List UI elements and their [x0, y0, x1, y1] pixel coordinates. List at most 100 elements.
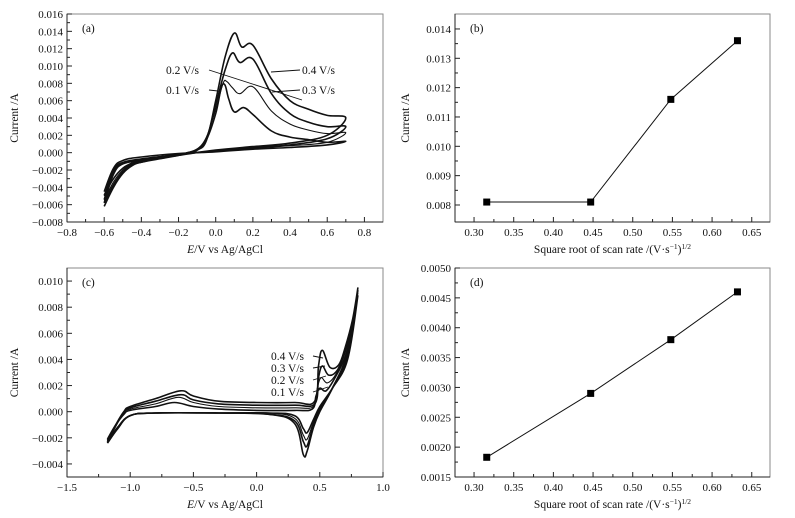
panel-b-data-point [667, 95, 675, 103]
panel-c-y-tick-label: 0.000 [38, 407, 63, 419]
panel-c-annotation-label: 0.2 V/s [271, 375, 305, 387]
panel-c-y-tick-label: 0.004 [38, 354, 63, 366]
panel-d-data-point [667, 336, 675, 344]
panel-c-cv-curve-0p4vs [106, 287, 359, 458]
panel-d-ticks: 0.30 0.35 0.40 0.45 0.50 0.55 0.60 0.65 0.0015 0.… [421, 263, 770, 494]
panel-c-annotation-label: 0.3 V/s [271, 363, 305, 375]
panel-d-x-tick-label: 0.50 [623, 482, 643, 494]
panel-d-y-axis-title: Current /A [400, 347, 412, 397]
panel-a-x-tick-label: 0.8 [358, 227, 372, 239]
panel-b-series [483, 37, 741, 206]
panel-b-x-tick-label: 0.30 [464, 227, 484, 239]
panel-a-x-tick-label: 0.2 [246, 227, 260, 239]
panel-a-y-tick-label: 0.002 [38, 130, 63, 142]
panel-c-x-axis-title-rest: /V vs Ag/AgCl [194, 499, 263, 511]
panel-b-x-tick-label: 0.45 [583, 227, 603, 239]
panel-b-y-tick-label: 0.012 [426, 83, 451, 95]
panel-b-x-axis-title-sup2: 1/2 [681, 242, 691, 251]
panel-a-annotation-leader [270, 69, 301, 73]
panel-c-x-tick-label: −1.0 [120, 482, 140, 494]
panel-b-y-tick-label: 0.008 [426, 200, 451, 212]
panel-a-x-tick-label: 0.0 [209, 227, 223, 239]
panel-a-y-axis-title: Current /A [9, 93, 21, 143]
panel-c-label: (c) [82, 277, 95, 289]
panel-c-x-tick-label: 0.5 [313, 482, 327, 494]
panel-b-x-tick-label: 0.35 [504, 227, 524, 239]
panel-a-y-tick-label: −0.008 [32, 217, 63, 229]
panel-d-x-tick-label: 0.45 [583, 482, 603, 494]
panel-c-y-tick-label: −0.002 [32, 433, 63, 445]
panel-c-y-tick-label: −0.004 [32, 459, 63, 471]
panel-d-y-tick-label: 0.0050 [421, 263, 452, 275]
panel-d-y-tick-label: 0.0020 [421, 442, 452, 454]
panel-c-annotation-label: 0.1 V/s [271, 387, 305, 399]
panel-a-annotation-leader [208, 89, 219, 92]
panel-a-annotation-label: 0.2 V/s [166, 65, 200, 77]
panel-a-annotation-leader [208, 69, 303, 101]
panel-c-annotations: 0.4 V/s0.3 V/s0.2 V/s0.1 V/s [271, 351, 329, 399]
panel-d-y-tick-label: 0.0015 [421, 472, 452, 484]
panel-c-y-tick-label: 0.010 [38, 276, 63, 288]
panel-c-x-tick-label: 1.0 [376, 482, 390, 494]
panel-b-y-tick-label: 0.009 [426, 171, 451, 183]
panel-a-curves [103, 32, 347, 207]
panel-a-annotation-label: 0.3 V/s [302, 85, 336, 97]
panel-c-x-tick-label: −0.5 [183, 482, 203, 494]
panel-a-y-tick-label: 0.004 [38, 113, 63, 125]
panel-d-y-tick-label: 0.0045 [421, 293, 452, 305]
panel-c-y-tick-label: 0.002 [38, 381, 63, 393]
panel-b-x-tick-label: 0.60 [702, 227, 722, 239]
panel-a-x-tick-label: 0.4 [283, 227, 297, 239]
panel-a-x-axis-title-italic: E [186, 244, 194, 256]
panel-d-series [483, 288, 741, 461]
panel-c-ticks: −1.5 −1.0 −0.5 0.0 0.5 1.0 −0.004 −0.002 0.000 0.… [32, 268, 390, 494]
panel-d-data-point [483, 453, 491, 461]
panel-b-y-axis-title: Current /A [400, 93, 412, 143]
panel-b-data-point [587, 198, 595, 206]
panel-d-x-tick-label: 0.55 [663, 482, 683, 494]
panel-a-annotation-label: 0.1 V/s [166, 85, 200, 97]
panel-b-y-tick-label: 0.013 [426, 53, 451, 65]
panel-a-y-tick-label: 0.012 [38, 44, 63, 56]
panel-b-x-tick-label: 0.55 [663, 227, 683, 239]
panel-a-annotations: 0.2 V/s 0.1 V/s 0.4 V/s 0.3 V/s [166, 65, 336, 101]
panel-a-x-axis-title: E/V vs Ag/AgCl [186, 244, 263, 256]
panel-c-x-tick-label: 0.0 [250, 482, 264, 494]
panel-c-curves [106, 287, 359, 458]
panel-d-y-tick-label: 0.0025 [421, 412, 452, 424]
panel-d-x-tick-label: 0.65 [742, 482, 762, 494]
panel-b-x-tick-label: 0.40 [544, 227, 564, 239]
panel-c-x-tick-label: −1.5 [57, 482, 77, 494]
panel-d-x-axis-title: Square root of scan rate /(V·s−1)1/2 [534, 497, 691, 511]
panel-a-x-tick-label: −0.6 [94, 227, 114, 239]
panel-b-x-axis-title-mid: ) [678, 244, 682, 256]
panel-d-label: (d) [470, 277, 484, 289]
panel-a-cv-curve-0p4vs [103, 32, 347, 207]
panel-b-x-axis-title-main: Square root of scan rate /(V·s [534, 244, 670, 256]
panel-a-y-tick-label: −0.006 [32, 200, 63, 212]
panel-a-x-tick-label: 0.6 [320, 227, 334, 239]
panel-a-ticks: −0.8 −0.6 −0.4 −0.2 0.0 0.2 0.4 0.6 0.8 −0.008 −0.… [32, 9, 383, 239]
panel-d-x-tick-label: 0.35 [504, 482, 524, 494]
panel-a-y-tick-label: −0.004 [32, 182, 63, 194]
panel-a-x-tick-label: −0.4 [131, 227, 151, 239]
panel-a-y-tick-label: 0.014 [38, 26, 63, 38]
panel-b-peak-current-chart: 0.30 0.35 0.40 0.45 0.50 0.55 0.60 0.65 0.008 0.0… [400, 13, 771, 256]
panel-a-annotation-label: 0.4 V/s [302, 65, 336, 77]
panel-d-frame [454, 267, 771, 478]
panel-a-x-axis-title-rest: /V vs Ag/AgCl [194, 244, 263, 256]
panel-a-frame [66, 13, 384, 223]
panel-d-x-axis-title-sup2: 1/2 [681, 497, 691, 506]
panel-c-x-axis-title: E/V vs Ag/AgCl [186, 499, 263, 511]
panel-c-annotation-leader [312, 386, 329, 393]
panel-c-annotation-leader [312, 355, 324, 359]
panel-d-x-axis-title-main: Square root of scan rate /(V·s [534, 499, 670, 511]
panel-a-y-tick-label: 0.006 [38, 96, 63, 108]
panel-d-x-axis-title-sup1: −1 [670, 497, 678, 506]
panel-d-x-tick-label: 0.40 [544, 482, 564, 494]
panel-b-y-tick-label: 0.014 [426, 24, 451, 36]
panel-b-x-axis-title: Square root of scan rate /(V·s−1)1/2 [534, 242, 691, 256]
panel-b-y-tick-label: 0.010 [426, 141, 451, 153]
panel-d-data-point [733, 288, 741, 296]
